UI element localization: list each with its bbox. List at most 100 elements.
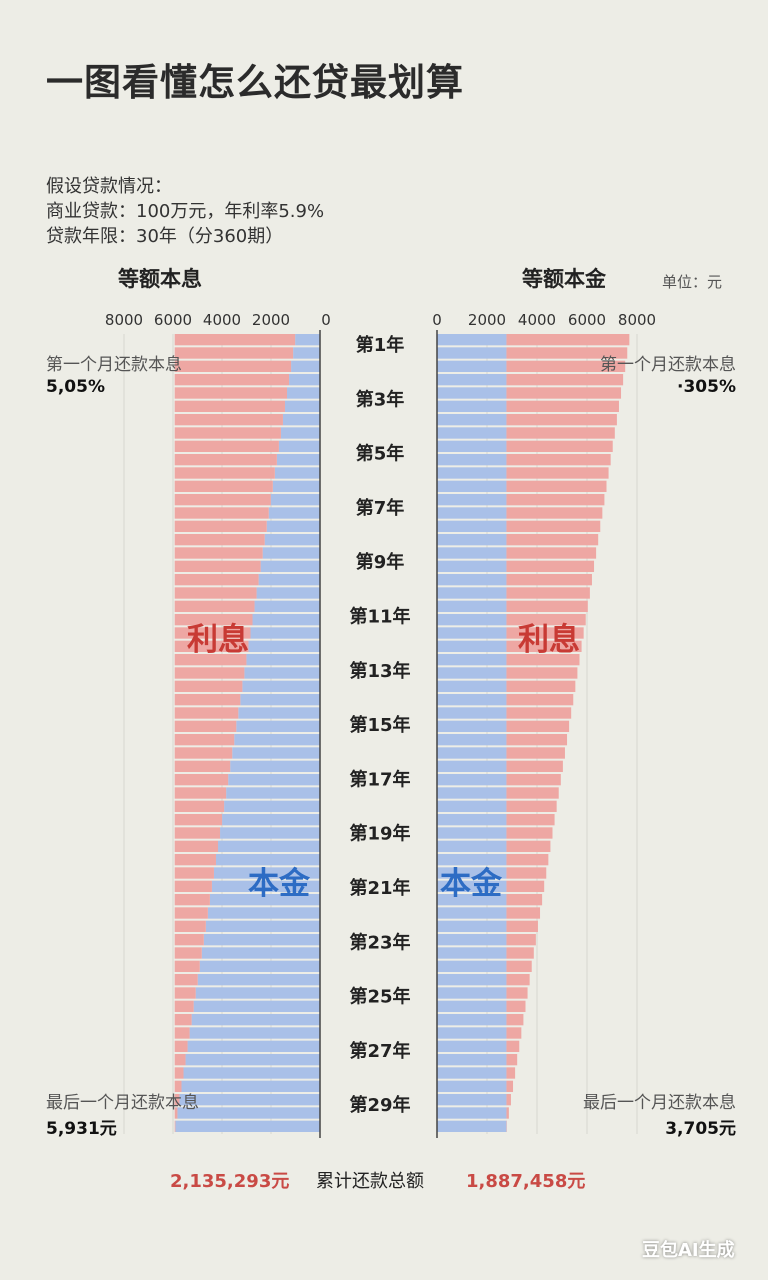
right-interest-bar: [506, 427, 615, 439]
left-principal-bar: [250, 627, 320, 639]
right-principal-bar: [437, 627, 507, 639]
right-principal-bar: [437, 387, 507, 399]
right-interest-bar: [506, 520, 601, 532]
right-interest-bar: [506, 1014, 524, 1026]
left-interest-bar: [174, 1027, 190, 1039]
right-panel-title: 等额本金: [522, 267, 606, 291]
right-principal-bar: [437, 947, 507, 959]
left-interest-bar: [174, 560, 261, 572]
chart-canvas: 8000 6000 4000 2000 0 0 2000 4000 6000 8000 第1年第3年…: [105, 311, 656, 1138]
right-interest-bar: [506, 854, 549, 866]
right-principal-bar: [437, 880, 507, 892]
left-principal-bar: [258, 574, 320, 586]
right-interest-bar: [506, 614, 586, 626]
right-interest-bar: [506, 774, 561, 786]
right-interest-bar: [506, 494, 605, 506]
left-interest-bar: [174, 774, 229, 786]
left-first-month-value: 5,05%: [46, 377, 105, 397]
year-label: 第11年: [349, 606, 410, 628]
left-x-tick-label: 6000: [154, 311, 192, 329]
left-principal-bar: [280, 427, 320, 439]
right-x-tick-label: 2000: [468, 311, 506, 329]
right-interest-bar: [506, 907, 541, 919]
right-interest-bar: [506, 827, 553, 839]
left-interest-bar: [174, 947, 202, 959]
left-principal-bar: [236, 720, 320, 732]
left-principal-bar: [256, 587, 320, 599]
left-principal-bar: [278, 440, 320, 452]
right-interest-bar: [506, 920, 538, 932]
right-last-month-label: 最后一个月还款本息: [583, 1093, 736, 1113]
right-principal-bar: [437, 414, 507, 426]
left-interest-bar: [174, 600, 255, 612]
assumption-heading: 假设贷款情况：: [46, 176, 172, 197]
right-principal-bar: [437, 720, 507, 732]
left-interest-bar: [174, 1067, 184, 1079]
left-interest-bar: [174, 334, 296, 346]
right-interest-bar: [506, 1027, 522, 1039]
left-principal-bar: [252, 614, 320, 626]
year-label: 第7年: [356, 497, 405, 519]
right-principal-bar: [437, 507, 507, 519]
left-principal-bar: [213, 867, 320, 879]
right-principal-bar: [437, 654, 507, 666]
right-principal-bar: [437, 840, 507, 852]
left-interest-bar: [174, 827, 221, 839]
left-interest-bar: [174, 1040, 188, 1052]
left-interest-bar: [174, 1000, 194, 1012]
left-interest-bar: [174, 547, 263, 559]
left-interest-bar: [174, 787, 227, 799]
assumption-term: 贷款年限：30年（分360期）: [46, 226, 284, 247]
right-principal-bar: [437, 1080, 507, 1092]
left-principal-bar: [282, 414, 320, 426]
year-label: 第1年: [356, 334, 405, 356]
left-interest-bar: [174, 414, 283, 426]
right-principal-bar: [437, 374, 507, 386]
left-panel-title: 等额本息: [118, 267, 202, 291]
left-interest-bar: [174, 707, 239, 719]
left-principal-bar: [248, 640, 320, 652]
left-interest-bar: [174, 520, 267, 532]
left-interest-bar: [174, 880, 212, 892]
left-principal-bar: [228, 774, 320, 786]
right-interest-bar: [506, 1040, 520, 1052]
left-interest-bar: [174, 760, 231, 772]
watermark-text: 豆包AI生成: [642, 1240, 735, 1261]
left-interest-bar: [174, 694, 241, 706]
left-principal-bar: [209, 894, 320, 906]
right-principal-bar: [437, 360, 507, 372]
left-principal-bar: [262, 547, 320, 559]
right-principal-bar: [437, 960, 507, 972]
left-interest-bar: [174, 1014, 192, 1026]
left-interest-bar: [174, 534, 265, 546]
right-principal-bar: [437, 787, 507, 799]
left-principal-bar: [187, 1040, 320, 1052]
left-principal-bar: [266, 520, 320, 532]
right-x-tick-label: 0: [432, 311, 442, 329]
right-principal-bar: [437, 574, 507, 586]
left-interest-bar: [174, 1094, 180, 1106]
left-x-tick-label: 0: [321, 311, 331, 329]
left-interest-bar: [174, 800, 225, 812]
left-interest-bar: [174, 614, 253, 626]
left-x-tick-label: 2000: [252, 311, 290, 329]
left-total-value: 2,135,293元: [170, 1171, 290, 1192]
right-interest-bar: [506, 720, 570, 732]
left-principal-bar: [215, 854, 320, 866]
left-interest-bar: [174, 627, 251, 639]
left-interest-bar: [174, 734, 235, 746]
right-principal-bar: [437, 1107, 507, 1119]
left-principal-bar: [195, 987, 320, 999]
left-principal-bar: [264, 534, 320, 546]
right-interest-bar: [506, 947, 534, 959]
year-label: 第17年: [349, 768, 410, 790]
left-interest-bar: [174, 454, 277, 466]
right-principal-bar: [437, 854, 507, 866]
right-principal-bar: [437, 587, 507, 599]
right-principal-bar: [437, 667, 507, 679]
left-principal-bar: [287, 387, 320, 399]
right-interest-bar: [506, 560, 595, 572]
right-interest-bar: [506, 987, 528, 999]
right-interest-bar: [506, 894, 543, 906]
right-principal-bar: [437, 440, 507, 452]
